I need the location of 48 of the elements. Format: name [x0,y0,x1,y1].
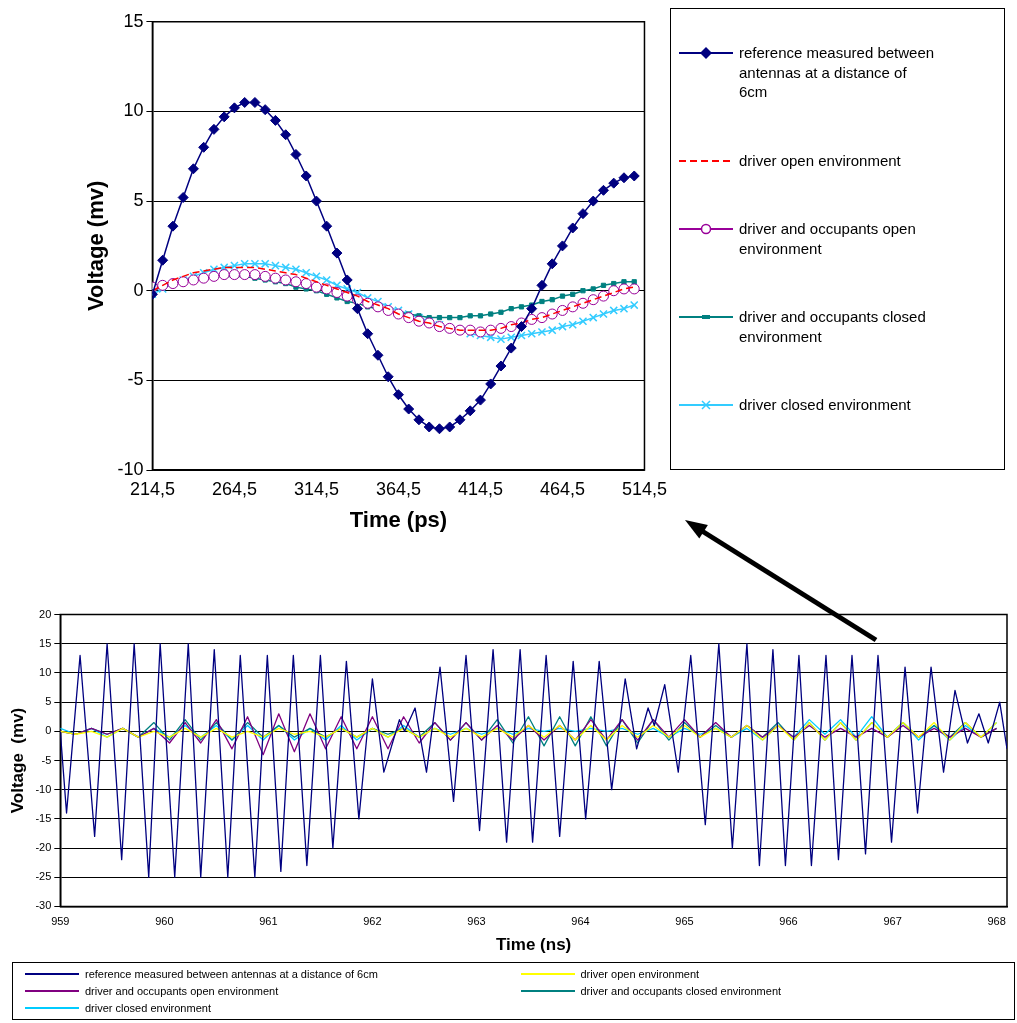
legend-label: reference measured between antennas at a distance of 6cm [739,43,936,102]
legend-label: driver closed environment [739,395,912,415]
legend-label: reference measured between antennas at a distance of 6cm [85,967,378,980]
x-tick-label: 968 [987,915,1006,928]
x-tick-label: 464,5 [539,478,585,499]
y-tick-label: 10 [123,100,144,121]
legend-label: driver closed environment [85,1002,211,1015]
x-tick-label: 364,5 [375,478,421,499]
legend-label: driver open environment [739,150,902,171]
y-tick-label: 15 [123,10,144,31]
y-tick-label: -30 [35,899,52,912]
y-tick-label: -15 [35,811,52,824]
y-tick-label: -10 [117,458,144,479]
y-tick-label: -25 [35,870,52,883]
x-tick-label: 964 [571,915,590,928]
legend-label: driver and occupants closed environment [580,984,782,997]
x-axis-title: Time (ps) [349,506,448,532]
y-axis-title: Voltage (mv) [7,707,27,814]
x-tick-label: 960 [155,915,174,928]
x-axis-title: Time (ns) [496,935,572,955]
x-tick-label: 967 [883,915,902,928]
x-tick-label: 264,5 [211,478,257,499]
x-tick-label: 961 [259,915,278,928]
x-tick-label: 514,5 [621,478,667,499]
x-tick-label: 314,5 [293,478,339,499]
legend-label: driver and occupants open environment [739,219,917,259]
y-tick-label: -20 [35,841,52,854]
y-tick-label: 20 [39,607,52,620]
legend-label: driver and occupants open environment [85,984,279,997]
x-tick-label: 962 [363,915,382,928]
y-tick-label: 5 [45,695,52,708]
legend-label: driver and occupants closed environment [739,307,927,347]
x-tick-label: 966 [779,915,798,928]
y-tick-label: 10 [39,665,52,678]
y-tick-label: 0 [133,279,144,300]
x-tick-label: 959 [51,915,70,928]
y-tick-label: 0 [45,724,52,737]
y-tick-label: 15 [39,636,52,649]
x-tick-label: 965 [675,915,694,928]
x-tick-label: 414,5 [457,478,503,499]
y-tick-label: 5 [133,190,144,211]
legend-label: driver open environment [580,967,700,980]
y-tick-label: -10 [35,782,52,795]
y-axis-title: Voltage (mv) [83,180,109,312]
y-tick-label: -5 [127,369,144,390]
y-tick-label: -5 [41,753,52,766]
x-tick-label: 963 [467,915,486,928]
x-tick-label: 214,5 [129,478,175,499]
